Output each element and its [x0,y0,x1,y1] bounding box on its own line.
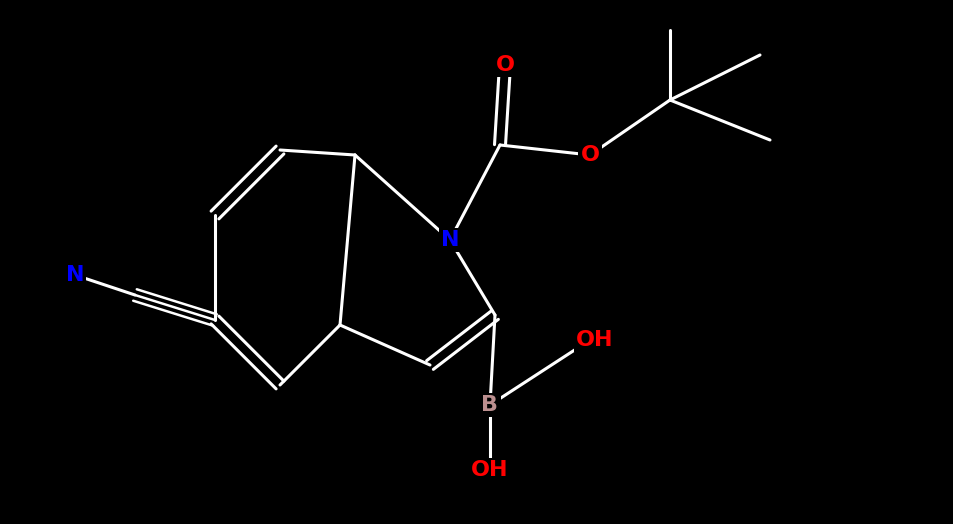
Text: OH: OH [471,460,508,480]
Text: O: O [495,55,514,75]
Text: N: N [440,230,458,250]
Text: O: O [579,145,598,165]
Text: B: B [481,395,498,415]
Text: N: N [66,265,84,285]
Text: OH: OH [576,330,613,350]
